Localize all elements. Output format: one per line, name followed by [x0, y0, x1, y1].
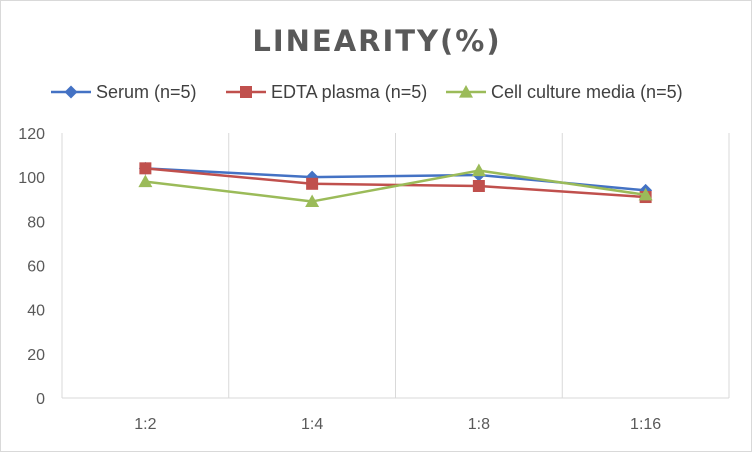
- legend-label: EDTA plasma (n=5): [271, 82, 427, 102]
- y-tick-label: 0: [36, 391, 45, 408]
- y-tick-label: 20: [27, 347, 45, 364]
- chart-title: LINEARITY(%): [252, 24, 501, 58]
- data-point-square: [306, 177, 319, 190]
- data-point-square: [472, 180, 485, 192]
- x-tick-label: 1:8: [468, 416, 490, 433]
- series-group: [138, 161, 653, 208]
- y-tick-label: 100: [18, 170, 45, 187]
- legend-marker-square: [240, 86, 252, 98]
- x-tick-label: 1:2: [134, 416, 156, 433]
- legend-marker-diamond: [64, 85, 78, 99]
- grid: [61, 133, 730, 398]
- data-point-triangle: [138, 174, 153, 188]
- data-point-triangle: [638, 187, 653, 201]
- data-point-square: [139, 162, 152, 175]
- series-line: [145, 169, 646, 203]
- y-tick-label: 60: [27, 259, 45, 276]
- x-tick-label: 1:16: [630, 416, 661, 433]
- y-tick-label: 80: [27, 214, 45, 231]
- legend-item: EDTA plasma (n=5): [226, 82, 427, 102]
- y-tick-label: 120: [18, 126, 45, 143]
- legend-label: Serum (n=5): [96, 82, 197, 102]
- axes: 0 20 40 60 80 100 120 1:2 1:4 1:8 1:16: [18, 126, 729, 433]
- y-tick-label: 40: [27, 303, 45, 320]
- legend-item: Cell culture media (n=5): [446, 82, 683, 102]
- legend: Serum (n=5) EDTA plasma (n=5) Cell culture…: [51, 82, 683, 102]
- legend-label: Cell culture media (n=5): [491, 82, 683, 102]
- data-point-triangle: [471, 163, 486, 177]
- series-3: [138, 163, 653, 208]
- data-point-triangle: [305, 194, 320, 208]
- legend-marker-triangle: [459, 85, 473, 98]
- legend-item: Serum (n=5): [51, 82, 197, 102]
- x-tick-label: 1:4: [301, 416, 323, 433]
